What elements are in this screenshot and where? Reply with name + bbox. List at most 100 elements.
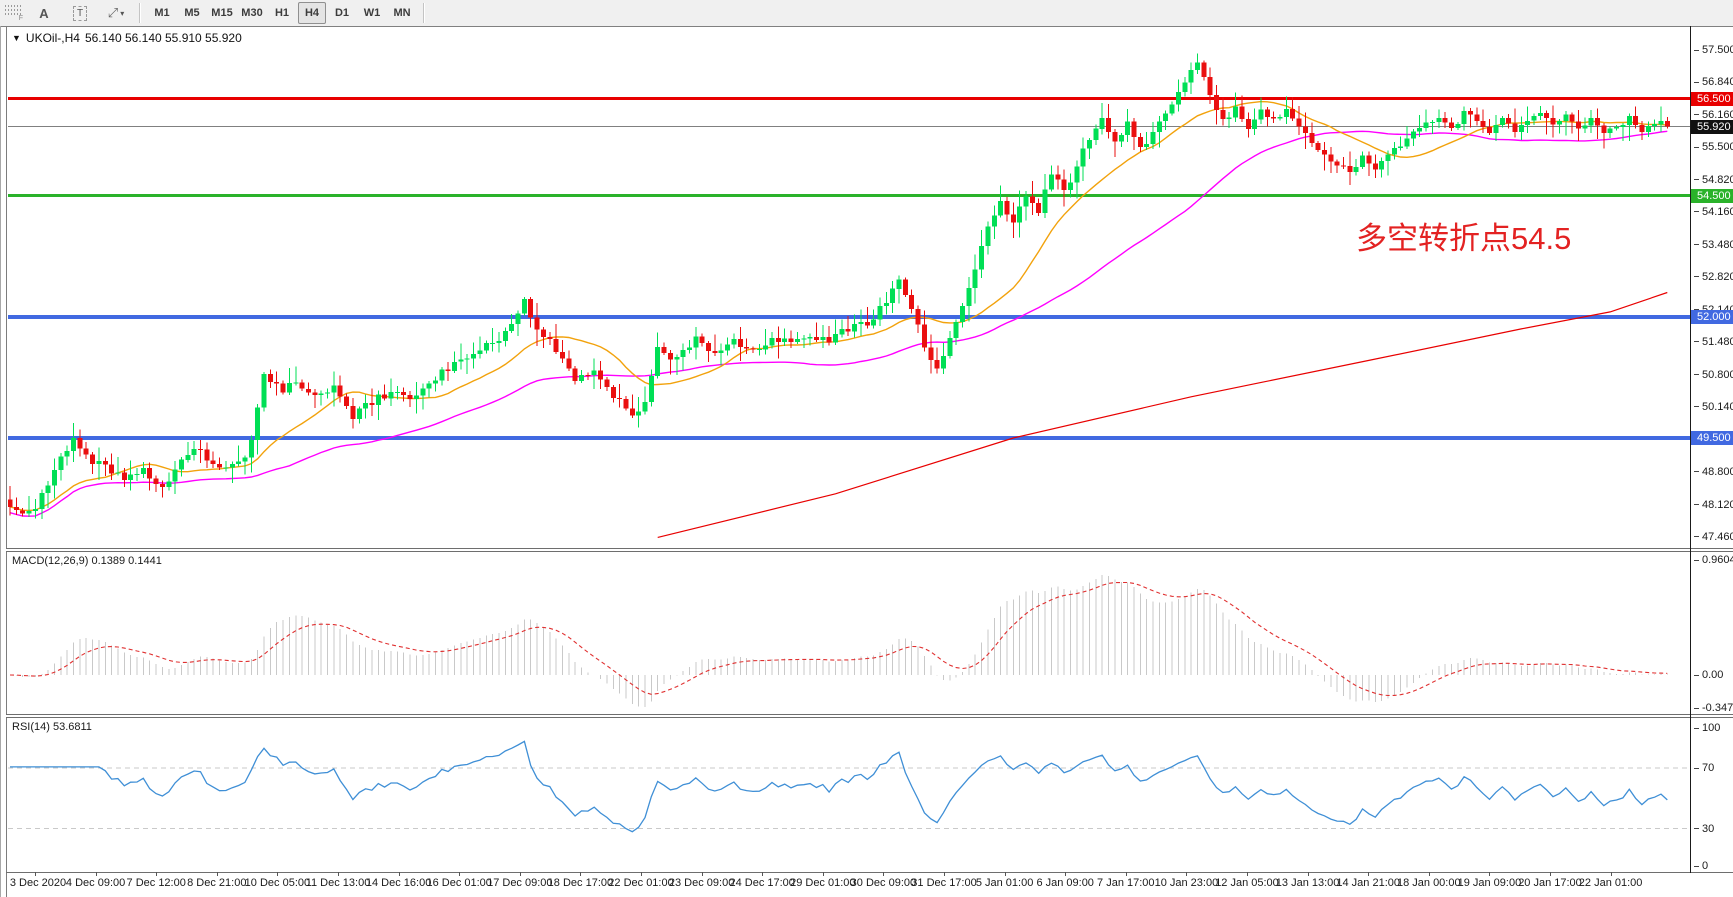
price-level-badge: 55.920 xyxy=(1691,119,1733,134)
rsi-axis-tick: 100 xyxy=(1694,722,1720,734)
chart-annotation-text[interactable]: 多空转折点54.5 xyxy=(1356,221,1572,256)
cursor-tools-icon[interactable]: ⤢ ▾ xyxy=(107,5,125,20)
time-axis-label: 18 Jan 00:00 xyxy=(1396,877,1461,889)
time-axis-tick xyxy=(1368,872,1370,876)
time-axis-tick xyxy=(1489,872,1491,876)
time-axis-tick xyxy=(1550,872,1551,876)
time-axis-label: 14 Dec 16:00 xyxy=(365,877,432,889)
chart-symbol-title[interactable]: ▼ UKOil-,H4 56.140 56.140 55.910 55.920 xyxy=(12,31,242,45)
rsi-label: RSI(14) 53.6811 xyxy=(12,721,92,733)
time-axis-tick xyxy=(641,872,642,876)
drag-dots-icon xyxy=(5,9,23,11)
time-axis-tick xyxy=(822,872,824,876)
price-level-badge: 49.500 xyxy=(1691,431,1733,445)
macd-label: MACD(12,26,9) 0.1389 0.1441 xyxy=(12,555,162,567)
time-axis-tick xyxy=(519,872,521,876)
collapse-triangle-icon: ▼ xyxy=(12,33,21,43)
drag-dots-icon xyxy=(5,5,23,7)
time-axis-label: 5 Jan 01:00 xyxy=(975,877,1034,889)
time-axis-label: 6 Jan 09:00 xyxy=(1036,877,1094,889)
time-axis-label: 8 Dec 21:00 xyxy=(187,877,247,889)
price-axis-tick: 52.820 xyxy=(1694,271,1733,283)
timeframe-button-M1[interactable]: M1 xyxy=(154,7,170,19)
price-axis-tick: 56.840 xyxy=(1694,76,1733,88)
chevron-down-icon: ▾ xyxy=(120,8,125,18)
timeframe-button-M5[interactable]: M5 xyxy=(184,7,200,19)
price-axis-tick: 54.820 xyxy=(1694,174,1733,186)
price-axis-tick: 53.480 xyxy=(1694,239,1733,251)
timeframe-button-H4[interactable]: H4 xyxy=(298,2,326,24)
window-left-edge xyxy=(0,26,1,897)
timeframe-button-H1[interactable]: H1 xyxy=(274,7,290,19)
time-axis-tick xyxy=(1186,872,1188,876)
time-axis-label: 16 Dec 01:00 xyxy=(426,877,492,889)
time-axis-label: 13 Jan 13:00 xyxy=(1275,877,1340,889)
timeframe-button-MN[interactable]: MN xyxy=(393,7,411,19)
chart-left-border xyxy=(6,26,7,897)
price-axis-tick: 55.500 xyxy=(1694,141,1733,153)
time-axis-label: 22 Dec 01:00 xyxy=(608,877,674,889)
time-axis-label: 24 Dec 17:00 xyxy=(729,877,795,889)
time-axis-label: 3 Dec 2020 xyxy=(9,877,67,889)
text-label-tool-icon[interactable]: T xyxy=(63,2,97,24)
time-axis-tick xyxy=(1610,872,1612,876)
time-axis-label: 31 Dec 17:00 xyxy=(911,877,977,889)
time-axis-tick xyxy=(580,872,582,876)
annotate-text-a-icon[interactable]: A xyxy=(39,5,49,21)
time-axis-tick xyxy=(216,872,218,876)
time-axis-label: 22 Jan 01:00 xyxy=(1578,877,1643,889)
pane-separator[interactable] xyxy=(6,714,1733,718)
top-toolbar: F A T ⤢ ▾ M1 M5 M15 M30 H1 H4 D1 W1 MN xyxy=(0,0,1733,27)
time-axis-tick xyxy=(398,872,400,876)
macd-indicator-pane[interactable] xyxy=(8,552,1690,714)
timeframe-button-W1[interactable]: W1 xyxy=(363,7,381,19)
pane-separator[interactable] xyxy=(6,548,1733,552)
symbol-label: UKOil-,H4 xyxy=(25,31,80,45)
macd-axis-tick: 0.00 xyxy=(1694,669,1723,681)
main-price-chart[interactable] xyxy=(8,26,1690,548)
time-axis-label: 18 Dec 17:00 xyxy=(547,877,614,889)
time-axis-tick xyxy=(1247,872,1248,876)
time-axis-label: 4 Dec 09:00 xyxy=(65,877,126,889)
time-axis-tick xyxy=(1428,872,1430,876)
time-axis-tick xyxy=(35,872,36,876)
price-level-badge: 56.500 xyxy=(1691,91,1733,106)
time-axis-label: 19 Jan 09:00 xyxy=(1457,877,1522,889)
timeframe-button-group: M1 M5 M15 M30 H1 H4 D1 W1 MN xyxy=(147,2,417,24)
pane-bottom-border xyxy=(6,872,1733,873)
time-axis-label: 12 Jan 05:00 xyxy=(1215,877,1279,889)
time-axis-tick xyxy=(883,872,885,876)
price-axis-tick: 50.800 xyxy=(1694,369,1733,381)
price-axis-tick: 57.500 xyxy=(1694,44,1733,56)
time-axis-label: 30 Dec 09:00 xyxy=(850,877,917,889)
toolbar-separator xyxy=(139,3,141,23)
time-axis-tick xyxy=(156,872,158,876)
time-axis-tick xyxy=(944,872,945,876)
rsi-axis-tick: 70 xyxy=(1694,762,1714,774)
ohlc-values: 56.140 56.140 55.910 55.920 xyxy=(84,31,242,45)
chart-window[interactable] xyxy=(0,26,1733,897)
time-axis-tick xyxy=(1004,872,1006,876)
time-axis-label: 10 Jan 23:00 xyxy=(1154,877,1219,889)
price-axis-tick: 50.140 xyxy=(1694,401,1733,413)
timeframe-button-D1[interactable]: D1 xyxy=(334,7,350,19)
price-axis-tick: 47.460 xyxy=(1694,531,1733,543)
time-axis-tick xyxy=(1307,872,1309,876)
time-axis-label: 20 Jan 17:00 xyxy=(1518,877,1582,889)
toolbar-drag-handle[interactable]: F xyxy=(3,4,25,22)
time-axis-tick xyxy=(762,872,764,876)
time-axis-tick xyxy=(1065,872,1067,876)
rsi-indicator-pane[interactable] xyxy=(8,718,1690,872)
rsi-axis-tick: 30 xyxy=(1694,823,1714,835)
price-axis-tick: 48.120 xyxy=(1694,499,1733,511)
time-axis-label: 11 Dec 13:00 xyxy=(305,877,371,889)
time-axis-tick xyxy=(338,872,339,876)
macd-axis-tick: -0.3473 xyxy=(1694,702,1733,714)
timeframe-button-M15[interactable]: M15 xyxy=(211,7,233,19)
time-axis-label: 7 Jan 17:00 xyxy=(1097,877,1155,889)
timeframe-button-M30[interactable]: M30 xyxy=(241,7,263,19)
time-axis-label: 29 Dec 01:00 xyxy=(790,877,856,889)
drag-handle-f-label: F xyxy=(18,15,23,22)
time-axis-tick xyxy=(459,872,461,876)
